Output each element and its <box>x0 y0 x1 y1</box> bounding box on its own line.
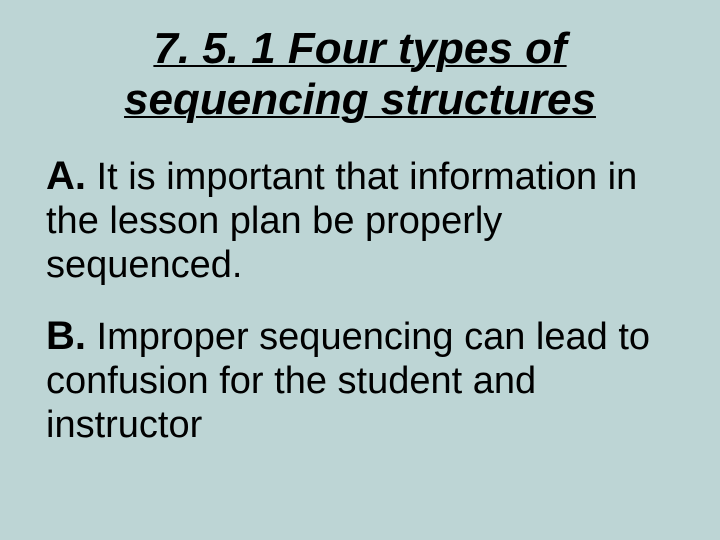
point-a-label: A. <box>46 154 86 198</box>
slide: 7. 5. 1 Four types of sequencing structu… <box>0 0 720 540</box>
point-a: A. It is important that information in t… <box>40 153 680 287</box>
point-b-label: B. <box>46 314 86 358</box>
point-b: B. Improper sequencing can lead to confu… <box>40 313 680 447</box>
point-a-text: It is important that information in the … <box>46 156 637 285</box>
slide-title: 7. 5. 1 Four types of sequencing structu… <box>40 24 680 125</box>
point-b-text: Improper sequencing can lead to confusio… <box>46 316 650 445</box>
